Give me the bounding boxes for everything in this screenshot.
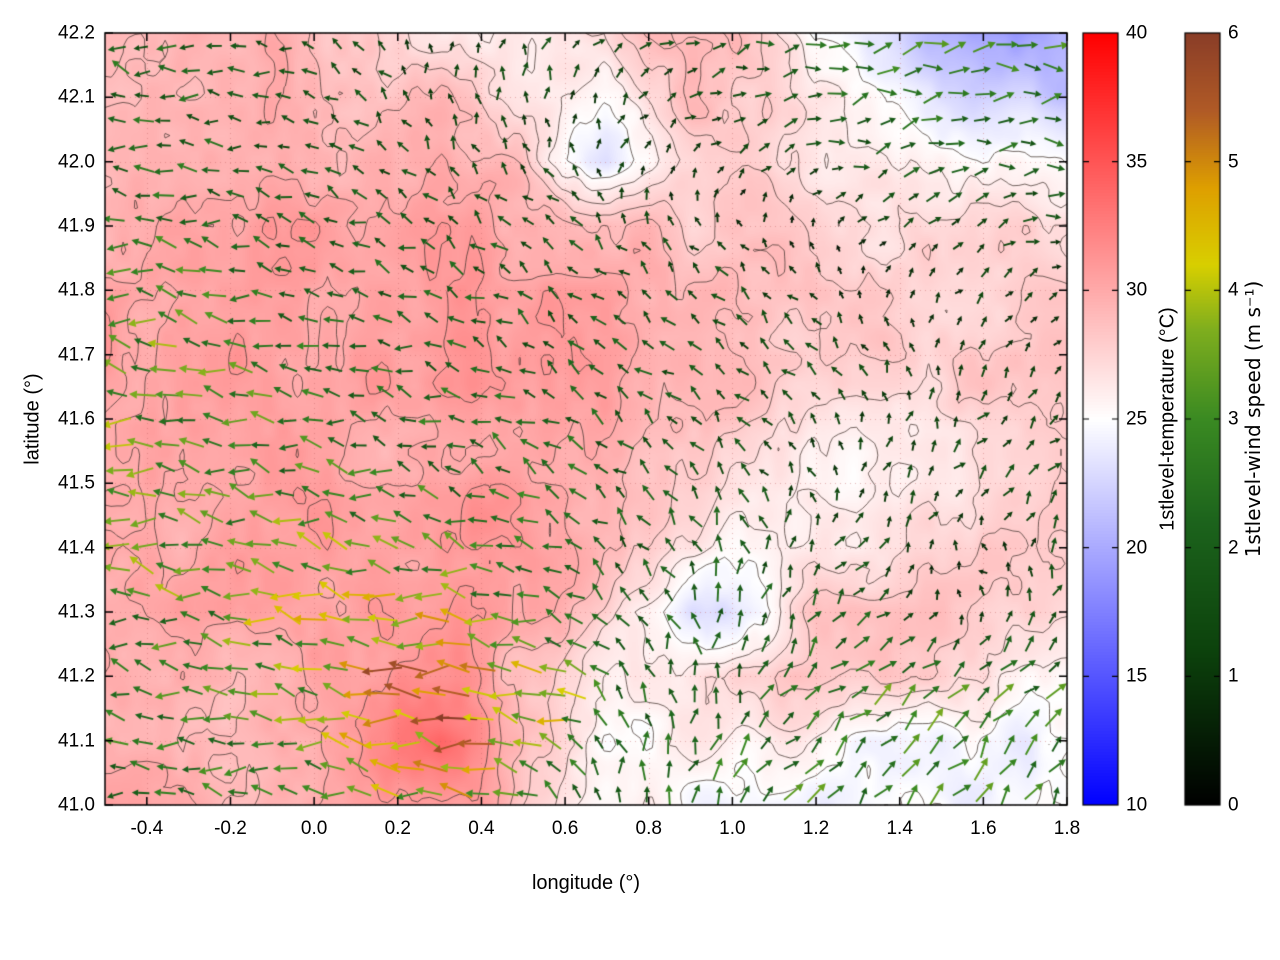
x-tick-label: 0.0 bbox=[300, 818, 328, 839]
y-tick-label: 41.7 bbox=[58, 344, 95, 366]
wind-colorbar-tick-label: 2 bbox=[1228, 537, 1239, 559]
y-tick-label: 41.2 bbox=[58, 665, 95, 687]
x-tick-label: 0.4 bbox=[468, 818, 495, 839]
y-tick-label: 42.2 bbox=[58, 22, 95, 44]
y-tick-label: 41.3 bbox=[58, 601, 95, 623]
y-axis-label: latitude (°) bbox=[21, 373, 44, 465]
temperature-colorbar-tick-label: 20 bbox=[1126, 537, 1148, 559]
temperature-colorbar-tick-label: 35 bbox=[1126, 151, 1148, 173]
wind-colorbar-tick-label: 3 bbox=[1228, 408, 1239, 430]
x-tick-label: 0.8 bbox=[635, 818, 662, 839]
temperature-colorbar-tick-label: 40 bbox=[1126, 22, 1148, 44]
y-tick-label: 41.4 bbox=[58, 537, 95, 559]
wind-colorbar-label: 1stlevel-wind speed (m s⁻¹) bbox=[1241, 280, 1265, 558]
y-tick-label: 42.1 bbox=[58, 86, 95, 108]
x-tick-label: 1.6 bbox=[970, 818, 997, 839]
temperature-colorbar-tick-label: 10 bbox=[1126, 794, 1148, 816]
temperature-colorbar-tick-label: 25 bbox=[1126, 408, 1148, 430]
y-tick-label: 41.0 bbox=[58, 794, 95, 816]
x-tick-label: 1.0 bbox=[719, 818, 746, 839]
wind-colorbar-tick-label: 6 bbox=[1228, 22, 1239, 44]
y-tick-label: 41.1 bbox=[58, 730, 95, 752]
x-tick-label: 0.6 bbox=[551, 818, 579, 839]
wind-colorbar-tick-label: 5 bbox=[1228, 151, 1239, 173]
x-tick-label: 0.2 bbox=[384, 818, 411, 839]
x-tick-label: 1.4 bbox=[886, 818, 913, 839]
wind-colorbar-tick-label: 1 bbox=[1228, 665, 1239, 687]
y-tick-label: 41.5 bbox=[58, 472, 95, 494]
temperature-colorbar-label: 1stlevel-temperature (°C) bbox=[1156, 307, 1179, 531]
x-tick-label: 1.2 bbox=[802, 818, 830, 839]
temperature-colorbar-tick-label: 30 bbox=[1126, 279, 1148, 301]
x-tick-label: 1.8 bbox=[1053, 818, 1081, 839]
wind-colorbar-tick-label: 4 bbox=[1228, 279, 1239, 301]
x-tick-label: -0.2 bbox=[214, 818, 247, 839]
y-tick-label: 41.9 bbox=[58, 215, 95, 237]
y-tick-label: 42.0 bbox=[58, 151, 95, 173]
temperature-colorbar-tick-label: 15 bbox=[1126, 665, 1148, 687]
x-tick-label: -0.4 bbox=[130, 818, 164, 839]
y-tick-label: 41.8 bbox=[58, 279, 95, 301]
y-tick-label: 41.6 bbox=[58, 408, 95, 430]
x-axis-label: longitude (°) bbox=[531, 872, 641, 894]
wind-colorbar-tick-label: 0 bbox=[1228, 794, 1239, 816]
